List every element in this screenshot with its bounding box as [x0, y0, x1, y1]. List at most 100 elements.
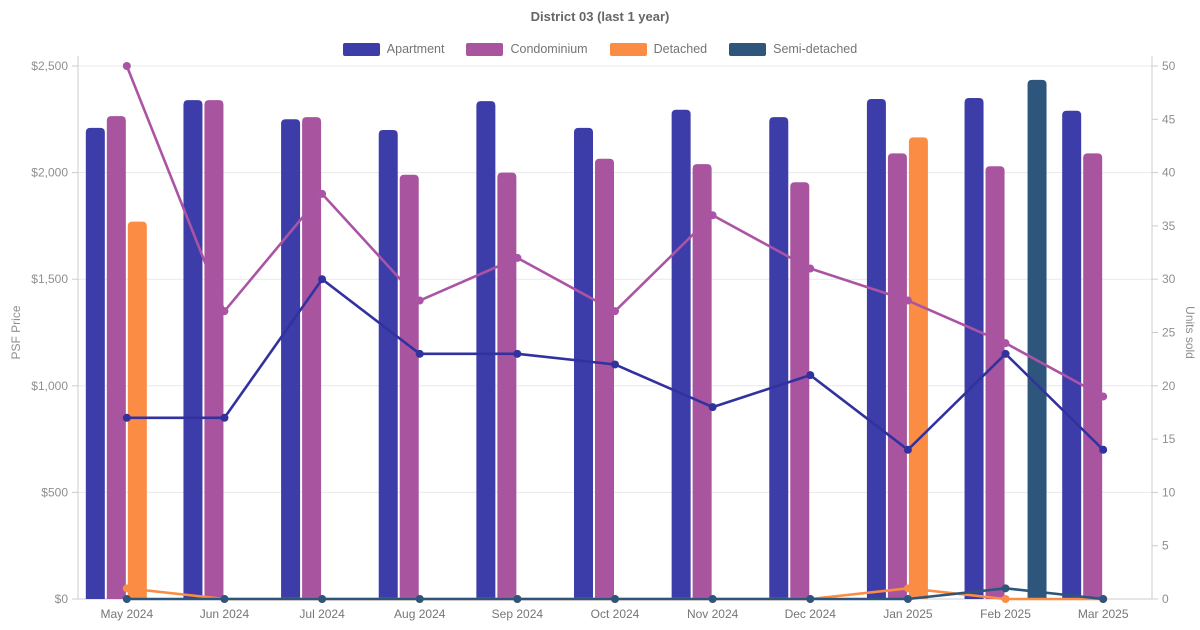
y-left-tick-label: $1,500	[31, 272, 68, 286]
bar-apartment-nov-2024[interactable]	[671, 109, 691, 600]
y-right-tick-label: 40	[1162, 166, 1176, 180]
legend-item-detached[interactable]: Detached	[609, 42, 707, 56]
bar-condominium-jun-2024[interactable]	[204, 100, 224, 599]
y-right-tick-label: 10	[1162, 485, 1176, 499]
marker-condominium-aug-2024[interactable]	[415, 296, 424, 305]
bar-condominium-sep-2024[interactable]	[497, 172, 517, 599]
marker-apartment-oct-2024[interactable]	[611, 360, 619, 369]
marker-apartment-jan-2025[interactable]	[903, 445, 912, 454]
bar-semi-detached-feb-2025[interactable]	[1027, 79, 1047, 599]
marker-condominium-sep-2024[interactable]	[513, 253, 522, 262]
marker-condominium-feb-2025[interactable]	[1001, 339, 1010, 348]
marker-condominium-jun-2024[interactable]	[220, 307, 229, 316]
legend-swatch-apartment	[342, 42, 380, 56]
y-left-tick-label: $1,000	[31, 379, 68, 393]
bar-condominium-dec-2024[interactable]	[790, 182, 810, 599]
x-tick-label-jan-2025: Jan 2025	[883, 607, 933, 621]
marker-apartment-nov-2024[interactable]	[708, 403, 717, 412]
legend-swatch-semi-detached	[729, 42, 767, 56]
y-right-tick-label: 30	[1162, 272, 1176, 286]
bar-apartment-jun-2024[interactable]	[183, 100, 203, 599]
bar-condominium-nov-2024[interactable]	[692, 164, 712, 599]
marker-condominium-nov-2024[interactable]	[708, 211, 717, 220]
marker-apartment-may-2024[interactable]	[122, 413, 131, 422]
x-tick-label-mar-2025: Mar 2025	[1078, 607, 1129, 621]
x-tick-label-oct-2024: Oct 2024	[591, 607, 640, 621]
y-left-tick-label: $0	[55, 592, 69, 606]
legend-item-condominium[interactable]: Condominium	[466, 42, 588, 56]
x-tick-label-nov-2024: Nov 2024	[687, 607, 739, 621]
y-right-tick-label: 35	[1162, 219, 1176, 233]
marker-semi-detached-nov-2024[interactable]	[708, 595, 717, 603]
marker-condominium-dec-2024[interactable]	[806, 264, 815, 273]
marker-semi-detached-oct-2024[interactable]	[611, 595, 619, 603]
marker-condominium-mar-2025[interactable]	[1099, 392, 1108, 401]
legend-item-semi-detached[interactable]: Semi-detached	[729, 42, 857, 56]
y-right-tick-label: 20	[1162, 379, 1176, 393]
legend-swatch-condominium	[466, 42, 504, 56]
x-tick-label-sep-2024: Sep 2024	[492, 607, 544, 621]
marker-semi-detached-jan-2025[interactable]	[903, 595, 912, 603]
bar-apartment-oct-2024[interactable]	[574, 127, 593, 599]
bar-apartment-aug-2024[interactable]	[378, 129, 398, 599]
marker-semi-detached-mar-2025[interactable]	[1099, 595, 1108, 603]
y-right-tick-label: 25	[1162, 326, 1176, 340]
marker-semi-detached-sep-2024[interactable]	[513, 595, 522, 603]
y-left-tick-label: $2,500	[31, 59, 68, 73]
marker-semi-detached-feb-2025[interactable]	[1001, 584, 1010, 593]
legend-item-apartment[interactable]: Apartment	[342, 42, 445, 56]
marker-apartment-feb-2025[interactable]	[1001, 349, 1010, 358]
marker-condominium-jul-2024[interactable]	[318, 189, 327, 198]
marker-apartment-aug-2024[interactable]	[415, 349, 424, 358]
marker-condominium-may-2024[interactable]	[122, 62, 131, 70]
marker-semi-detached-jul-2024[interactable]	[318, 595, 327, 603]
marker-apartment-mar-2025[interactable]	[1099, 445, 1108, 454]
bar-condominium-oct-2024[interactable]	[595, 158, 614, 599]
bar-condominium-jan-2025[interactable]	[887, 153, 907, 600]
bar-apartment-jan-2025[interactable]	[866, 99, 886, 600]
y-right-tick-label: 15	[1162, 432, 1176, 446]
bar-detached-jan-2025[interactable]	[908, 137, 928, 599]
marker-condominium-jan-2025[interactable]	[903, 296, 912, 305]
bar-apartment-sep-2024[interactable]	[476, 101, 496, 599]
y-left-tick-label: $2,000	[31, 166, 68, 180]
x-tick-label-may-2024: May 2024	[100, 607, 153, 621]
legend-swatch-detached	[609, 42, 647, 56]
marker-apartment-jul-2024[interactable]	[318, 275, 327, 284]
bar-condominium-aug-2024[interactable]	[399, 174, 419, 599]
bar-apartment-mar-2025[interactable]	[1062, 110, 1082, 599]
marker-apartment-sep-2024[interactable]	[513, 349, 522, 358]
bar-apartment-jul-2024[interactable]	[281, 119, 301, 600]
marker-condominium-oct-2024[interactable]	[611, 307, 619, 316]
x-tick-label-dec-2024: Dec 2024	[785, 607, 837, 621]
bar-condominium-jul-2024[interactable]	[302, 117, 322, 599]
y-right-tick-label: 0	[1162, 592, 1169, 606]
marker-apartment-jun-2024[interactable]	[220, 413, 229, 422]
marker-semi-detached-jun-2024[interactable]	[220, 595, 229, 603]
marker-detached-feb-2025[interactable]	[1001, 595, 1010, 603]
legend-label-apartment: Apartment	[386, 42, 445, 56]
x-tick-label-feb-2025: Feb 2025	[980, 607, 1031, 621]
legend-label-condominium: Condominium	[510, 42, 588, 56]
bar-condominium-mar-2025[interactable]	[1083, 153, 1103, 600]
marker-semi-detached-may-2024[interactable]	[122, 595, 131, 603]
marker-semi-detached-dec-2024[interactable]	[806, 595, 815, 603]
chart-title: District 03 (last 1 year)	[530, 9, 670, 24]
x-tick-label-aug-2024: Aug 2024	[394, 607, 446, 621]
y-right-tick-label: 50	[1162, 59, 1176, 73]
marker-apartment-dec-2024[interactable]	[806, 371, 815, 380]
marker-detached-jan-2025[interactable]	[903, 584, 912, 593]
bar-condominium-may-2024[interactable]	[106, 116, 126, 600]
bar-condominium-feb-2025[interactable]	[985, 166, 1005, 600]
y-right-tick-label: 5	[1162, 539, 1169, 553]
marker-detached-may-2024[interactable]	[122, 584, 131, 593]
bar-apartment-feb-2025[interactable]	[964, 97, 984, 599]
bar-apartment-dec-2024[interactable]	[769, 117, 789, 599]
bar-detached-may-2024[interactable]	[127, 221, 147, 600]
legend: Apartment Condominium Detached Semi-detache…	[0, 42, 1200, 56]
x-tick-label-jun-2024: Jun 2024	[200, 607, 250, 621]
legend-label-semi-detached: Semi-detached	[773, 42, 858, 56]
bar-apartment-may-2024[interactable]	[85, 127, 105, 599]
marker-semi-detached-aug-2024[interactable]	[415, 595, 424, 603]
